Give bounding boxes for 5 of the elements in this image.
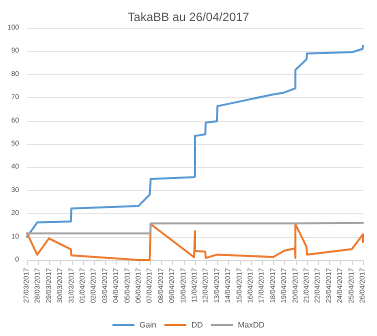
legend-label: DD — [191, 320, 204, 330]
legend-label: MaxDD — [238, 320, 265, 330]
chart-title: TakaBB au 26/04/2017 — [128, 10, 250, 24]
legend-label: Gain — [139, 320, 156, 330]
line-series — [26, 44, 364, 238]
